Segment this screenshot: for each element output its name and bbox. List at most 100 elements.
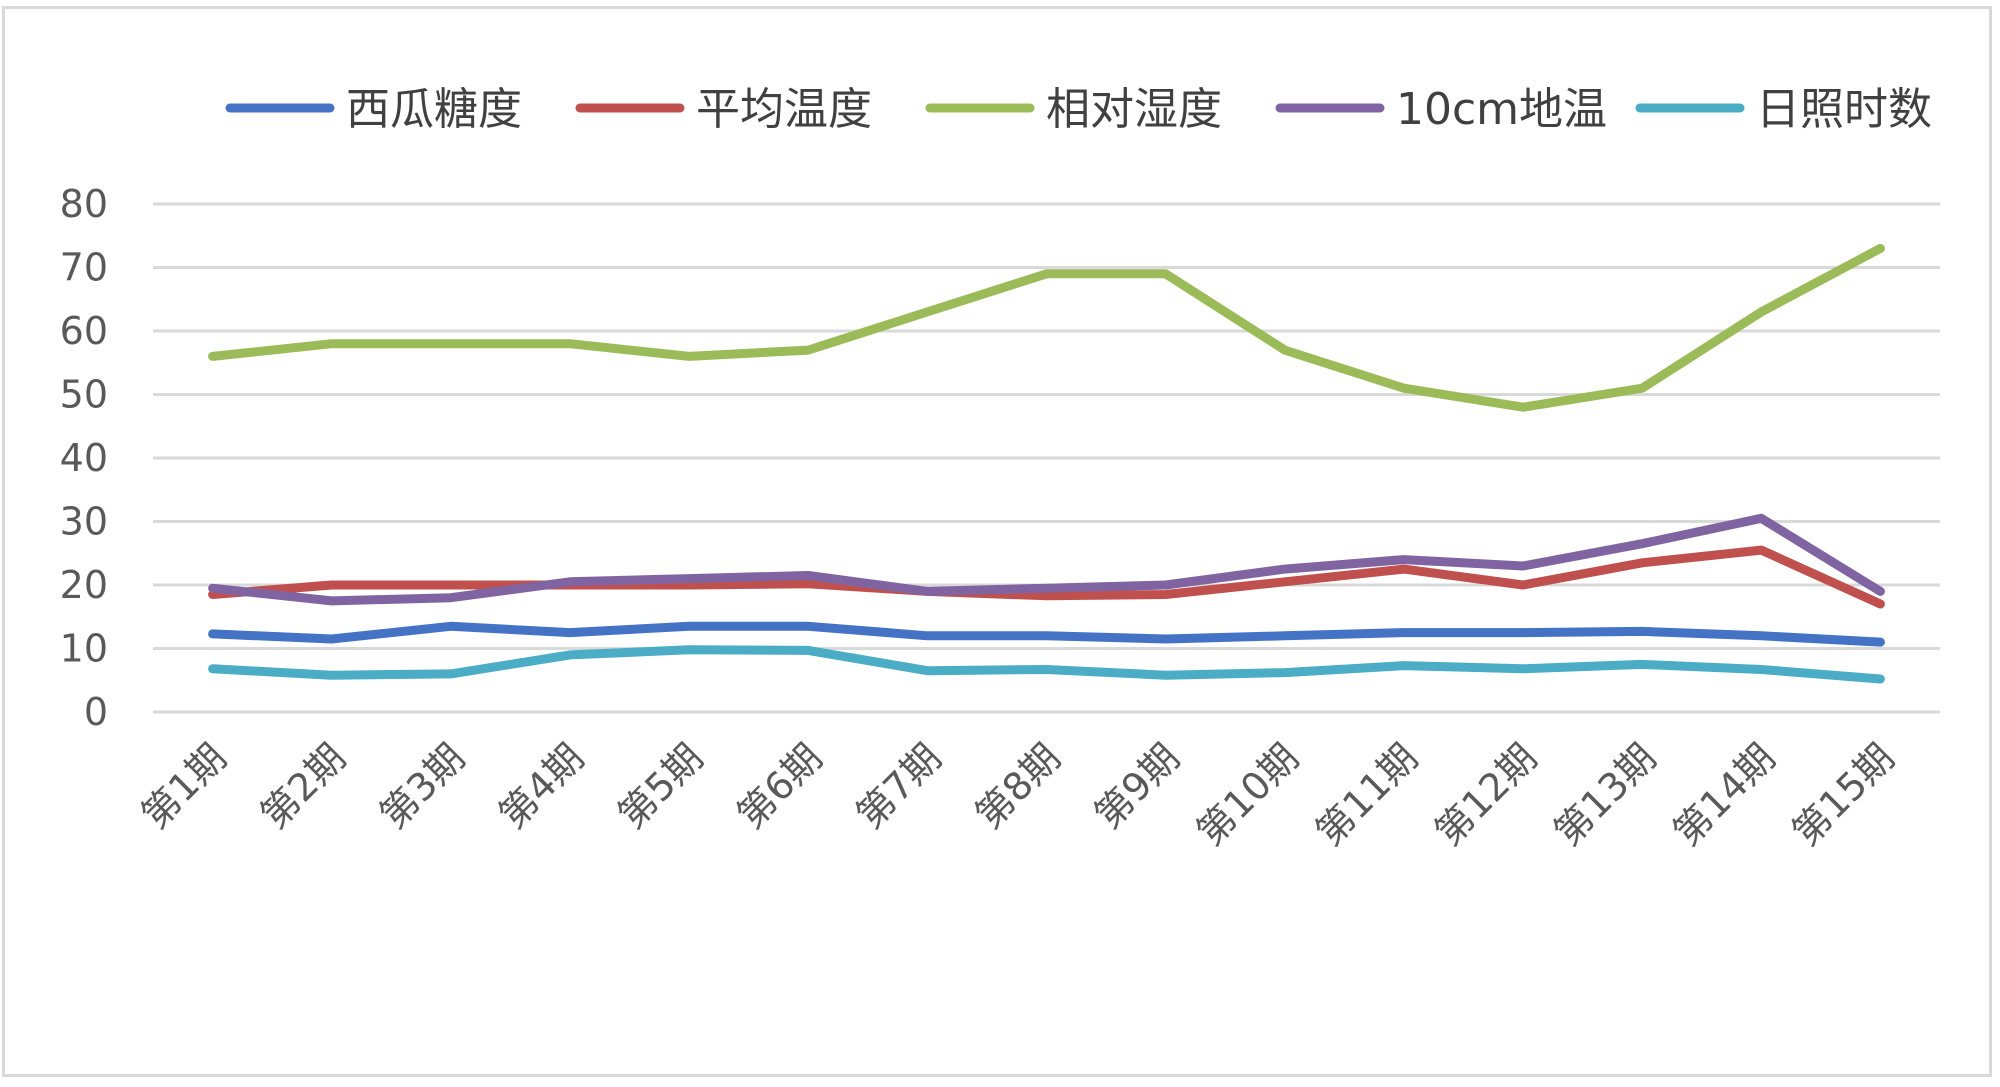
data-point [1638, 540, 1646, 548]
x-tick-label: 第12期 [1426, 735, 1545, 854]
data-point [1757, 308, 1765, 316]
data-point [923, 632, 931, 640]
data-point [685, 352, 693, 360]
data-point [1400, 629, 1408, 637]
data-point [1281, 565, 1289, 573]
data-point [447, 594, 455, 602]
y-tick-label: 20 [60, 563, 108, 607]
data-point [1876, 244, 1884, 252]
series-lines [208, 243, 1885, 684]
x-tick-label: 第13期 [1545, 735, 1664, 854]
data-point [1876, 638, 1884, 646]
x-tick-label: 第10期 [1188, 735, 1307, 854]
data-point [1876, 600, 1884, 608]
x-tick-label: 第5期 [610, 735, 712, 837]
data-point [1757, 514, 1765, 522]
y-axis-ticks: 0 10 20 30 40 50 60 70 80 [60, 182, 108, 734]
data-point [1638, 384, 1646, 392]
data-point [1162, 270, 1170, 278]
x-tick-label: 第11期 [1307, 735, 1426, 854]
data-point [1281, 346, 1289, 354]
data-point [209, 352, 217, 360]
data-point [1281, 669, 1289, 677]
x-tick-label: 第14期 [1665, 735, 1784, 854]
data-point [804, 346, 812, 354]
x-tick-label: 第9期 [1086, 735, 1188, 837]
data-point [685, 575, 693, 583]
x-tick-label: 第3期 [371, 735, 473, 837]
data-point [685, 622, 693, 630]
series-5 [208, 645, 1885, 684]
data-point [1043, 592, 1051, 600]
data-point [1400, 556, 1408, 564]
data-point [566, 578, 574, 586]
data-point [1519, 629, 1527, 637]
data-point [209, 584, 217, 592]
legend-label: 日照时数 [1756, 84, 1932, 135]
data-point [447, 581, 455, 589]
series-line [208, 513, 1885, 606]
legend: 西瓜糖度 平均温度 相对湿度 10cm地温 日照时数 [225, 84, 1932, 135]
data-point [566, 340, 574, 348]
data-point [447, 670, 455, 678]
data-point [1043, 632, 1051, 640]
data-point [1162, 581, 1170, 589]
data-point [1519, 403, 1527, 411]
data-point [1876, 675, 1884, 683]
data-point [1162, 591, 1170, 599]
data-point [804, 622, 812, 630]
data-point [1162, 671, 1170, 679]
data-point [328, 597, 336, 605]
data-point [1400, 662, 1408, 670]
data-point [1162, 635, 1170, 643]
data-point [1400, 384, 1408, 392]
legend-item: 西瓜糖度 [225, 84, 522, 135]
legend-item: 平均温度 [575, 84, 872, 135]
legend-label: 10cm地温 [1396, 84, 1607, 135]
data-point [328, 340, 336, 348]
data-point [1638, 627, 1646, 635]
data-point [1281, 578, 1289, 586]
y-tick-label: 10 [60, 627, 108, 671]
data-point [685, 646, 693, 654]
x-tick-label: 第7期 [848, 735, 950, 837]
y-tick-label: 40 [60, 436, 108, 480]
legend-item: 日照时数 [1635, 84, 1932, 135]
data-point [328, 581, 336, 589]
series-3 [208, 243, 1885, 412]
data-point [1519, 665, 1527, 673]
gridlines [153, 202, 1940, 714]
series-line [208, 645, 1885, 684]
series-2 [208, 545, 1885, 609]
y-tick-label: 0 [84, 690, 108, 734]
y-tick-label: 50 [60, 373, 108, 417]
series-line [208, 545, 1885, 609]
data-point [923, 308, 931, 316]
data-point [1757, 665, 1765, 673]
data-point [1638, 660, 1646, 668]
data-point [1043, 584, 1051, 592]
legend-label: 西瓜糖度 [346, 84, 522, 135]
data-point [1519, 581, 1527, 589]
y-tick-label: 70 [60, 246, 108, 290]
legend-item: 相对湿度 [925, 84, 1222, 135]
data-point [328, 635, 336, 643]
x-tick-label: 第2期 [252, 735, 354, 837]
x-tick-label: 第15期 [1784, 735, 1903, 854]
data-point [923, 587, 931, 595]
legend-label: 相对湿度 [1046, 84, 1222, 135]
series-line [208, 243, 1885, 412]
data-point [1876, 587, 1884, 595]
series-4 [208, 513, 1885, 606]
data-point [1757, 546, 1765, 554]
data-point [1281, 632, 1289, 640]
data-point [447, 622, 455, 630]
data-point [209, 665, 217, 673]
data-point [1400, 565, 1408, 573]
data-point [209, 630, 217, 638]
x-tick-label: 第1期 [133, 735, 235, 837]
y-tick-label: 30 [60, 500, 108, 544]
legend-item: 10cm地温 [1275, 84, 1607, 135]
data-point [804, 571, 812, 579]
